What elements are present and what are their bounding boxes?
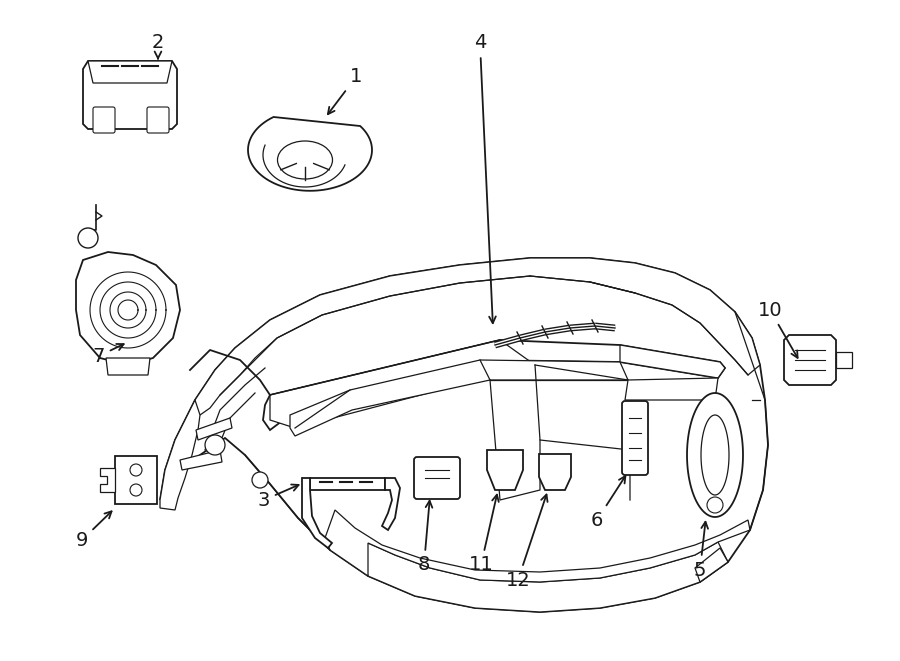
Polygon shape [196,418,232,440]
Polygon shape [248,117,372,191]
Polygon shape [310,478,385,490]
Polygon shape [695,548,728,582]
Polygon shape [836,352,852,368]
Circle shape [707,497,723,513]
FancyBboxPatch shape [93,107,115,133]
Polygon shape [100,468,115,492]
Polygon shape [160,258,768,612]
Polygon shape [180,450,222,470]
Polygon shape [76,252,180,365]
Text: 10: 10 [758,301,797,358]
Circle shape [205,435,225,455]
Text: 3: 3 [257,485,299,510]
FancyBboxPatch shape [147,107,169,133]
Polygon shape [382,478,400,530]
Circle shape [130,484,142,496]
Text: 2: 2 [152,34,164,59]
Ellipse shape [277,141,332,179]
Polygon shape [88,61,172,83]
Text: 8: 8 [418,501,432,574]
Polygon shape [106,358,150,375]
Polygon shape [160,400,200,510]
Polygon shape [701,415,729,495]
Polygon shape [784,335,836,385]
Circle shape [130,464,142,476]
Polygon shape [302,478,332,548]
Text: 7: 7 [93,344,123,366]
Text: 1: 1 [328,67,362,114]
FancyBboxPatch shape [622,401,648,475]
Polygon shape [83,61,177,129]
Polygon shape [263,340,725,430]
Polygon shape [270,340,535,428]
Polygon shape [487,450,523,490]
Text: 4: 4 [473,34,496,323]
Circle shape [78,228,98,248]
Text: 9: 9 [76,512,112,549]
Polygon shape [325,510,750,582]
Polygon shape [195,258,760,415]
Polygon shape [290,360,628,436]
Polygon shape [625,378,718,400]
FancyBboxPatch shape [414,457,460,499]
Polygon shape [115,456,157,504]
Text: 6: 6 [590,476,625,529]
Polygon shape [362,542,728,612]
Polygon shape [687,393,743,517]
Circle shape [252,472,268,488]
Polygon shape [620,345,725,378]
Text: 12: 12 [506,494,547,590]
Text: 11: 11 [469,494,499,574]
Text: 5: 5 [694,522,708,580]
Polygon shape [539,454,571,490]
